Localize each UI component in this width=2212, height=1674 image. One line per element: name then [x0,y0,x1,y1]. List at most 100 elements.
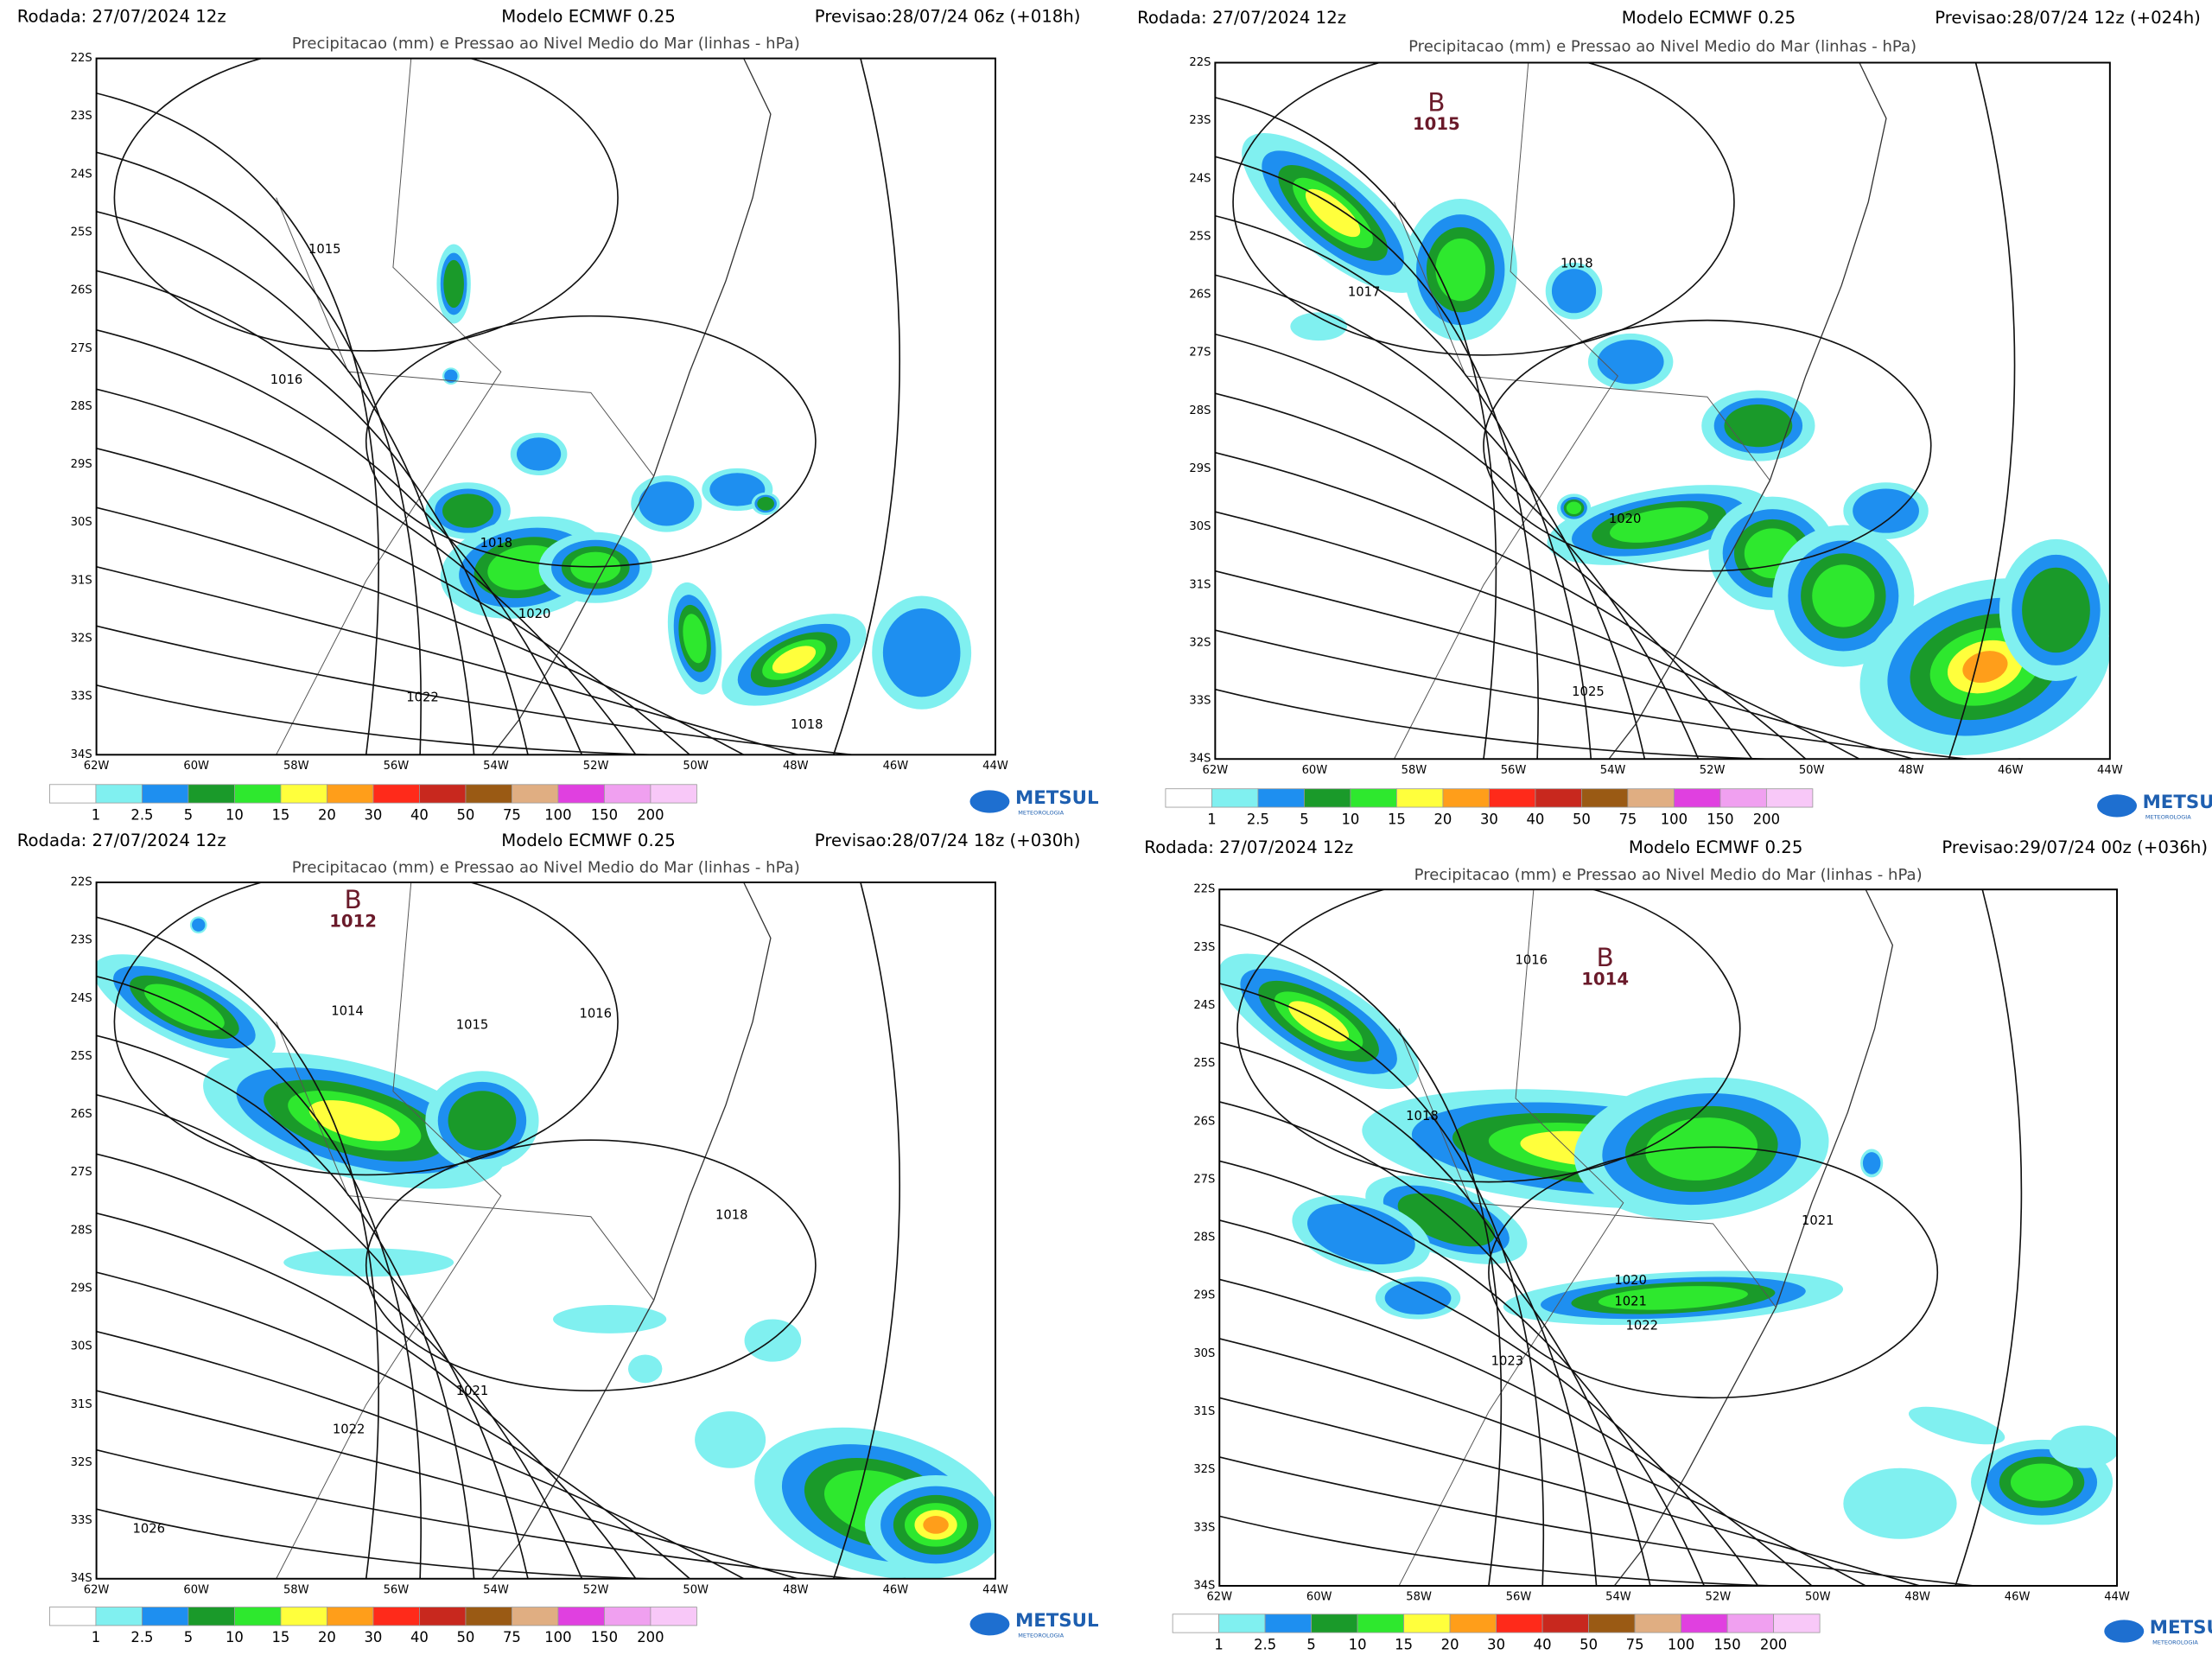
isobar [96,447,690,755]
logo-globe [969,1613,1010,1636]
legend-swatch [1535,788,1582,808]
lon-label: 44W [982,1583,1008,1596]
isobar [96,1448,852,1579]
isobar [1219,1338,1866,1586]
legend-label: 15 [271,806,289,823]
lat-label: 26S [1189,289,1211,302]
logo-tagline: METEOROLOGIA [1018,810,1064,817]
lon-label: 52W [583,760,609,773]
legend-label: 5 [1300,811,1308,827]
lat-label: 24S [71,992,92,1005]
isobar-label: 1020 [1609,512,1642,526]
precip-area [882,608,961,697]
legend-swatch [557,784,605,804]
lat-label: 33S [71,691,92,703]
isobar-label: 1023 [1491,1354,1524,1369]
isobar [96,92,379,755]
legend-swatch [1403,1614,1451,1633]
legend-label: 100 [544,806,571,823]
precip-area [553,1305,667,1333]
model-label: Modelo ECMWF 0.25 [501,6,675,26]
legend-label: 2.5 [1247,811,1269,827]
legend-label: 5 [184,1629,193,1645]
legend-label: 50 [1573,811,1591,827]
legend-label: 200 [637,806,664,823]
precip-area [772,646,817,674]
isobar-label: 1016 [579,1007,612,1022]
lon-label: 50W [683,760,709,773]
isobar [96,1212,637,1579]
legend-swatch [188,784,235,804]
isobar [1219,1041,1598,1586]
lat-label: 30S [1189,520,1211,533]
lat-label: 27S [71,1166,92,1179]
lon-label: 54W [483,1583,509,1596]
logo-name: METSUL [1015,787,1099,809]
legend-swatch [1773,1614,1821,1633]
lon-label: 52W [583,1583,609,1596]
legend-label: 10 [226,806,244,823]
precip-area [308,1100,400,1142]
isobar [96,1508,906,1579]
legend-swatch [650,784,697,804]
isobar-label: 1016 [270,372,303,387]
isobar-label: 1015 [456,1018,489,1033]
isobar-label: 1015 [308,242,341,257]
border [276,1021,655,1301]
isobar [1219,1515,2028,1586]
legend-label: 2.5 [1254,1636,1276,1652]
lat-label: 30S [71,1340,92,1353]
isobar [365,315,817,568]
logo-tagline: METEOROLOGIA [2145,814,2191,821]
border [1394,62,1618,760]
lat-label: 28S [1193,1232,1215,1244]
legend-label: 50 [456,806,474,823]
legend-label: 150 [1713,1636,1740,1652]
legend-label: 30 [1487,1636,1505,1652]
legend-label: 20 [1433,811,1452,827]
lon-label: 44W [2097,764,2123,777]
lat-label: 33S [1193,1521,1215,1534]
lat-label: 28S [71,400,92,413]
precip-area [570,551,621,583]
forecast-label: Previsao:29/07/24 00z (+036h) [1942,837,2208,857]
legend-swatch [1350,788,1397,808]
legend-label: 75 [1626,1636,1644,1652]
legend-label: 50 [456,1629,474,1645]
legend-label: 1 [92,1629,100,1645]
model-label: Modelo ECMWF 0.25 [1629,837,1802,857]
legend-label: 40 [1534,1636,1552,1652]
logo-globe [2104,1620,2145,1643]
map-title: Precipitacao (mm) e Pressao ao Nivel Med… [292,859,800,877]
lat-label: 24S [71,168,92,181]
legend-swatch [1580,788,1629,808]
legend-label: 5 [184,806,193,823]
isobar-label: 1014 [331,1003,364,1018]
legend-label: 30 [364,806,382,823]
precip-area [1598,1286,1748,1310]
map-frame [95,57,996,756]
lat-label: 24S [1193,999,1215,1012]
legend-label: 75 [503,806,521,823]
precip-area [1397,1193,1495,1247]
isobar-label: 1021 [1614,1295,1647,1309]
lon-label: 56W [1501,764,1527,777]
legend-label: 40 [410,806,429,823]
legend-swatch [1304,788,1351,808]
isobar [96,1153,583,1579]
precip-area [1597,340,1664,385]
legend-label: 1 [1207,811,1216,827]
legend-swatch [1588,1614,1636,1633]
isobar [96,329,583,755]
legend-swatch [1634,1614,1682,1633]
lat-label: 32S [1189,636,1211,649]
lat-label: 33S [1189,695,1211,708]
legend-swatch [512,1607,559,1626]
isobar [96,1330,745,1579]
legend-swatch [1357,1614,1405,1633]
map-frame [95,882,996,1580]
isobar [1215,688,2021,760]
isobar [1215,274,1646,760]
low-symbol: B [1427,88,1445,118]
